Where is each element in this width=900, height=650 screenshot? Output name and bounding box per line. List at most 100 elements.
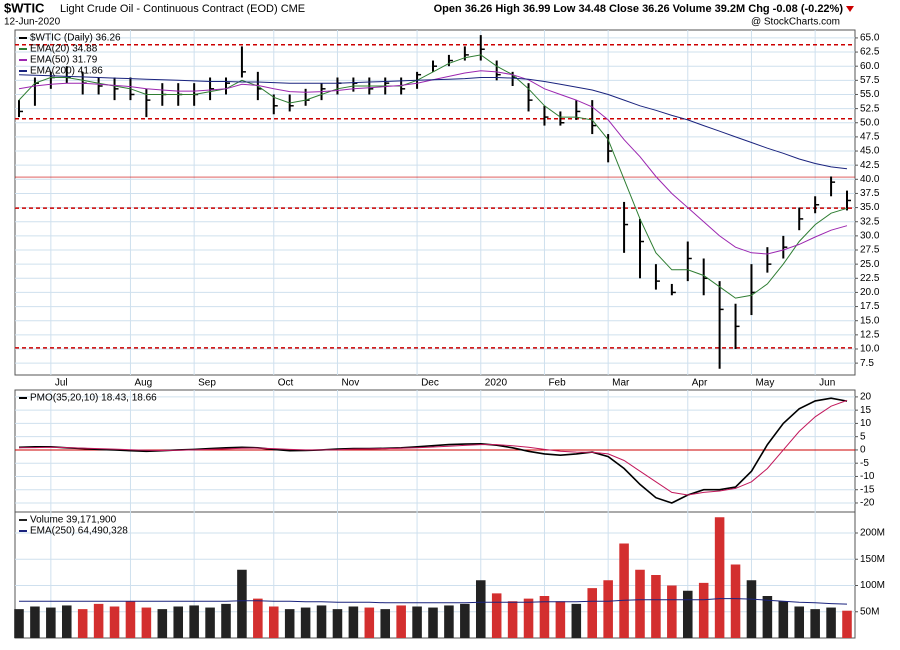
x-tick-label: Jul	[55, 378, 68, 389]
volume-bar	[61, 605, 72, 638]
y-tick-label: 0	[860, 445, 866, 456]
y-tick-label: 65.0	[860, 33, 880, 44]
legend-label: EMA(200) 41.86	[30, 66, 103, 77]
volume-bar	[587, 588, 598, 638]
y-tick-label: -5	[860, 458, 869, 469]
volume-bar	[555, 601, 566, 638]
volume-bar	[221, 603, 231, 638]
volume-bar	[332, 609, 343, 638]
volume-bar	[348, 606, 359, 638]
y-tick-label: -20	[860, 498, 875, 509]
volume-bar	[762, 596, 773, 638]
x-tick-label: Apr	[692, 378, 708, 389]
volume-bar	[14, 609, 24, 638]
volume-bar	[46, 607, 56, 638]
x-tick-label: Dec	[421, 378, 439, 389]
y-tick-label: 47.5	[860, 132, 880, 143]
volume-bar	[380, 609, 391, 638]
volume-bar	[682, 590, 693, 638]
x-tick-label: 2020	[485, 378, 508, 389]
volume-bar	[396, 605, 406, 638]
volume-bar	[125, 601, 136, 638]
volume-bar	[810, 609, 820, 638]
y-tick-label: 7.5	[860, 358, 874, 369]
y-tick-label: 100M	[860, 580, 885, 591]
x-tick-label: Jun	[819, 378, 835, 389]
y-tick-label: 60.0	[860, 61, 880, 72]
volume-bar	[475, 580, 486, 638]
y-tick-label: 55.0	[860, 89, 880, 100]
y-tick-label: 30.0	[860, 231, 880, 242]
volume-bar	[635, 569, 645, 638]
volume-bar	[93, 603, 104, 638]
panel: 7.5 10.0 12.5 15.0 17.5 20.0 22.5 25.0 27.5 30.0 3…	[15, 30, 880, 375]
y-tick-label: 45.0	[860, 146, 880, 157]
volume-bar	[698, 582, 709, 638]
volume-bar	[523, 598, 534, 638]
y-tick-label: 20	[860, 392, 872, 403]
symbol: $WTIC	[4, 0, 45, 15]
y-tick-label: 10.0	[860, 344, 880, 355]
volume-bar	[778, 601, 789, 638]
volume-bar	[77, 609, 88, 638]
volume-bar	[284, 609, 295, 638]
legend-label: $WTIC (Daily) 36.26	[30, 33, 121, 44]
volume-bar	[109, 606, 120, 638]
instrument-name: Light Crude Oil - Continuous Contract (E…	[60, 3, 305, 15]
y-tick-label: 62.5	[860, 47, 880, 58]
volume-bar	[189, 605, 199, 638]
y-tick-label: 12.5	[860, 329, 880, 340]
y-tick-label: 52.5	[860, 103, 880, 114]
volume-bar	[571, 603, 582, 638]
x-tick-label: Aug	[134, 378, 152, 389]
y-tick-label: 200M	[860, 528, 885, 539]
y-tick-label: 25.0	[860, 259, 880, 270]
y-tick-label: 17.5	[860, 301, 880, 312]
legend-label: EMA(20) 34.88	[30, 44, 98, 55]
y-tick-label: 150M	[860, 554, 885, 565]
y-tick-label: 50.0	[860, 117, 880, 128]
x-tick-label: Oct	[278, 378, 294, 389]
y-tick-label: 35.0	[860, 202, 880, 213]
volume-bar	[842, 610, 852, 638]
volume-bar	[826, 607, 836, 638]
legend-label: EMA(50) 31.79	[30, 55, 98, 66]
down-arrow	[846, 6, 854, 12]
volume-bar	[364, 607, 375, 638]
line	[18, 54, 848, 299]
legend-label: EMA(250) 64,490,328	[30, 526, 128, 537]
y-tick-label: 32.5	[860, 216, 880, 227]
y-tick-label: -15	[860, 484, 875, 495]
y-tick-label: 27.5	[860, 245, 880, 256]
y-tick-label: 42.5	[860, 160, 880, 171]
legend-label: Volume 39,171,900	[30, 515, 117, 526]
volume-bar	[539, 596, 550, 638]
x-tick-label: Feb	[548, 378, 566, 389]
volume-bar	[714, 517, 725, 638]
volume-bar	[619, 543, 629, 638]
y-tick-label: -10	[860, 471, 875, 482]
volume-bar	[746, 580, 757, 638]
panel: -20 -15 -10 -5 0 5 10 15 20 PMO(35,20,10) 18.43, …	[15, 390, 875, 512]
y-tick-label: 20.0	[860, 287, 880, 298]
volume-bar	[507, 601, 518, 638]
volume-bar	[173, 606, 184, 638]
y-tick-label: 15	[860, 405, 872, 416]
volume-bar	[237, 569, 247, 638]
volume-bar	[730, 564, 741, 638]
y-tick-label: 40.0	[860, 174, 880, 185]
volume-bar	[253, 598, 263, 638]
volume-bar	[30, 606, 40, 638]
y-tick-label: 37.5	[860, 188, 880, 199]
price-frame	[14, 29, 856, 376]
volume-bar	[205, 607, 215, 638]
volume-bar	[651, 575, 661, 638]
line	[18, 74, 848, 170]
y-tick-label: 22.5	[860, 273, 880, 284]
line	[18, 399, 848, 496]
x-tick-label: Sep	[198, 378, 216, 389]
volume-bar	[316, 605, 327, 638]
